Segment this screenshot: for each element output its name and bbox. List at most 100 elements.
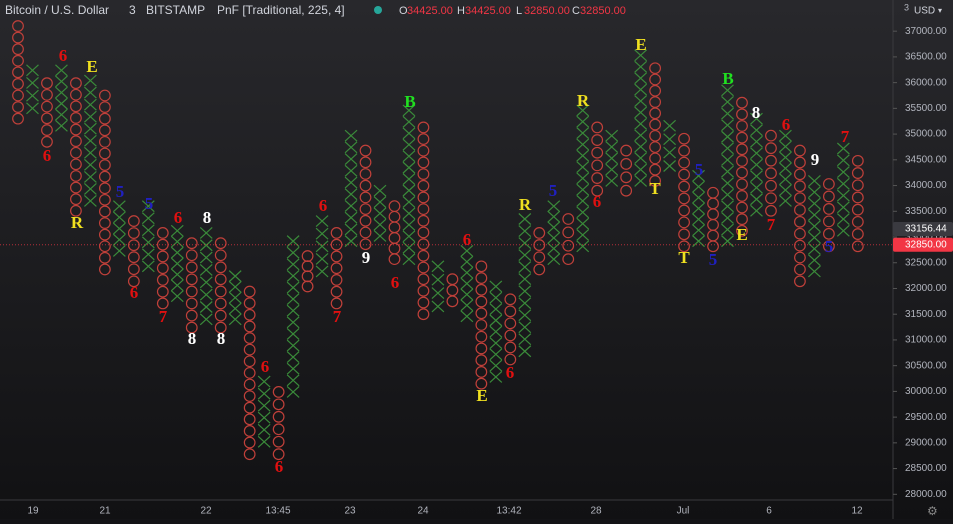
x-symbol xyxy=(663,119,677,132)
x-tick-label: 23 xyxy=(344,506,356,517)
x-symbol xyxy=(228,291,242,304)
o-column xyxy=(41,77,53,148)
o-column xyxy=(736,96,748,237)
x-symbol xyxy=(315,240,329,253)
o-symbol xyxy=(475,260,488,273)
x-symbol xyxy=(286,269,300,282)
annotation: E xyxy=(86,57,97,76)
x-symbol xyxy=(663,146,677,159)
o-symbol xyxy=(533,226,546,239)
x-symbol xyxy=(576,104,590,117)
o-symbol xyxy=(417,296,430,309)
o-symbol xyxy=(591,184,604,197)
x-symbol xyxy=(55,86,68,99)
o-symbol xyxy=(475,366,488,378)
x-symbol xyxy=(518,297,532,310)
x-tick-label: 12 xyxy=(851,506,863,517)
x-symbol xyxy=(721,165,734,178)
x-symbol xyxy=(489,325,503,338)
o-symbol xyxy=(98,205,111,218)
x-symbol xyxy=(692,191,705,204)
o-symbol xyxy=(736,189,748,202)
x-symbol xyxy=(634,152,648,165)
x-symbol xyxy=(634,163,648,176)
x-symbol xyxy=(402,150,416,163)
x-column xyxy=(721,84,734,248)
o-symbol xyxy=(765,204,777,217)
o-symbol xyxy=(736,143,748,156)
x-symbol xyxy=(807,231,821,244)
status-dot xyxy=(374,6,382,14)
x-symbol xyxy=(836,189,850,202)
x-symbol xyxy=(55,119,68,132)
currency: USD xyxy=(914,6,935,17)
x-column xyxy=(26,64,39,115)
o-symbol xyxy=(591,159,604,172)
o-column xyxy=(12,20,24,125)
o-symbol xyxy=(12,89,24,102)
annotation: 6 xyxy=(43,146,52,165)
x-symbol xyxy=(721,119,734,132)
x-column xyxy=(547,200,561,266)
o-symbol xyxy=(70,170,82,182)
annotation: E xyxy=(736,225,747,244)
o-symbol xyxy=(475,319,488,331)
o-symbol xyxy=(475,342,488,355)
x-symbol xyxy=(257,399,271,412)
x-column xyxy=(779,129,792,207)
o-symbol xyxy=(417,133,430,145)
y-tick-label: 32500.00 xyxy=(905,257,947,268)
x-symbol xyxy=(807,220,821,233)
o-symbol xyxy=(822,203,835,215)
x-symbol xyxy=(750,204,763,217)
o-symbol xyxy=(272,448,285,461)
x-symbol xyxy=(663,133,677,146)
x-symbol xyxy=(836,166,850,178)
x-symbol xyxy=(199,276,213,289)
x-symbol xyxy=(315,252,329,265)
x-symbol xyxy=(83,98,97,111)
x-symbol xyxy=(402,127,416,140)
o-symbol xyxy=(417,156,430,169)
o-symbol xyxy=(765,192,777,205)
o-symbol xyxy=(794,192,806,204)
x-symbol xyxy=(836,213,850,226)
o-symbol xyxy=(359,179,372,192)
x-symbol xyxy=(634,140,648,153)
x-symbol xyxy=(750,124,763,137)
o-symbol xyxy=(156,262,169,275)
x-symbol xyxy=(721,84,734,97)
o-symbol xyxy=(98,159,111,171)
x-symbol xyxy=(83,134,97,147)
x-symbol xyxy=(721,96,734,108)
y-tick-label: 36000.00 xyxy=(905,77,947,88)
o-symbol xyxy=(417,249,430,262)
o-symbol xyxy=(794,168,806,181)
x-symbol xyxy=(199,251,213,264)
o-symbol xyxy=(41,77,53,90)
o-symbol xyxy=(446,295,459,308)
o-symbol xyxy=(504,317,517,330)
annotation: 5 xyxy=(145,194,154,213)
x-symbol xyxy=(460,255,474,268)
o-symbol xyxy=(243,343,256,356)
x-symbol xyxy=(807,186,821,199)
x-symbol xyxy=(402,230,416,243)
x-symbol xyxy=(402,184,416,197)
x-symbol xyxy=(721,177,734,190)
price-badge-label: 33156.44 xyxy=(905,224,947,235)
o-symbol xyxy=(678,240,690,253)
annotation: 5 xyxy=(549,181,558,200)
x-symbol xyxy=(286,374,300,387)
o-symbol xyxy=(851,228,864,240)
settings-icon[interactable]: ⚙ xyxy=(927,504,938,518)
x-symbol xyxy=(489,303,503,315)
o-symbol xyxy=(504,341,517,354)
o-symbol xyxy=(70,77,82,90)
x-symbol xyxy=(634,72,648,85)
x-symbol xyxy=(257,411,271,424)
x-symbol xyxy=(547,221,561,234)
x-column xyxy=(55,64,68,132)
o-symbol xyxy=(70,158,82,171)
ohlc-value: 34425.00 xyxy=(465,5,511,17)
